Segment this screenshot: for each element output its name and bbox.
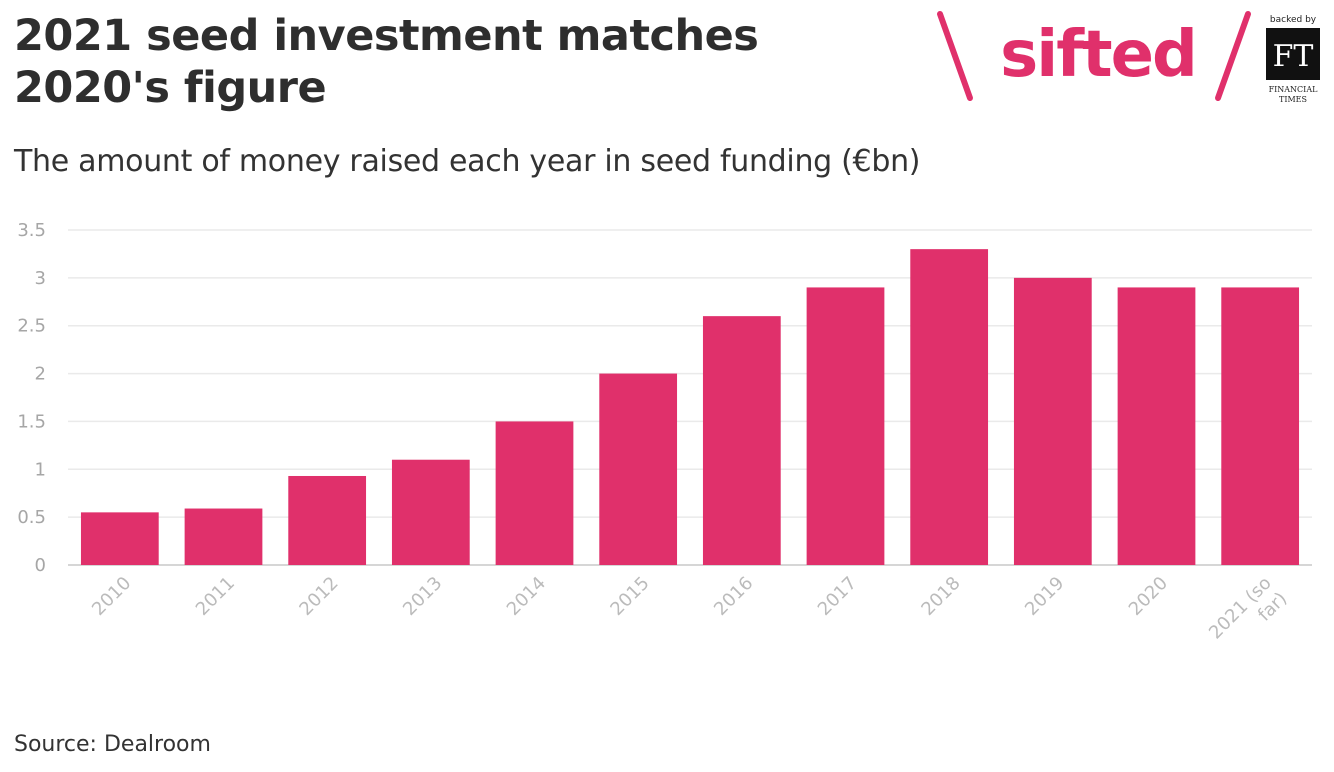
bar [1117, 287, 1196, 565]
ft-box [1266, 28, 1320, 80]
bar [288, 475, 367, 565]
bar [599, 373, 678, 565]
x-tick-label: 2017 [814, 573, 861, 620]
bar [80, 512, 159, 565]
x-tick-label: 2010 [88, 573, 135, 620]
x-tick-label: 2018 [917, 573, 964, 620]
x-tick-label: 2021 (sofar) [1205, 573, 1291, 659]
y-axis-ticks: 0 0.5 1 1.5 2 2.5 3 3.5 [17, 220, 46, 576]
bar [910, 249, 989, 565]
x-tick-label: 2014 [503, 573, 550, 620]
x-axis-ticks: 2010 2011 2012 2013 2014 2015 2016 2017 2018 2019… [88, 573, 1291, 659]
y-tick-label: 0 [35, 555, 46, 576]
bar [495, 421, 574, 565]
chart-subtitle: The amount of money raised each year in … [14, 144, 921, 179]
y-tick-label: 1.5 [17, 411, 46, 432]
ft-name-line1: FINANCIAL [1269, 85, 1319, 94]
bar [702, 316, 781, 565]
gridlines [68, 229, 1312, 566]
y-tick-label: 1 [35, 459, 46, 480]
x-tick-label: 2015 [606, 573, 653, 620]
x-tick-label: 2012 [295, 573, 342, 620]
logo-wordmark: sifted [1000, 18, 1196, 92]
sifted-logo: sifted [937, 11, 1251, 101]
bar [184, 508, 263, 565]
bar [391, 459, 470, 565]
x-tick-label: 2020 [1125, 573, 1172, 620]
bar [1013, 277, 1092, 565]
y-tick-label: 0.5 [17, 507, 46, 528]
ft-mark: FT [1273, 39, 1314, 74]
y-tick-label: 2.5 [17, 316, 46, 337]
ft-name-line2: TIMES [1279, 95, 1307, 104]
x-tick-label: 2016 [710, 573, 757, 620]
y-tick-label: 3.5 [17, 220, 46, 241]
chart-title: 2021 seed investment matches 2020's figu… [14, 11, 759, 113]
x-tick-label: 2013 [399, 573, 446, 620]
y-tick-label: 3 [35, 268, 46, 289]
bar [1221, 287, 1300, 565]
logo-right-slash [1215, 11, 1251, 101]
source-note: Source: Dealroom [14, 732, 211, 757]
logo-left-slash [937, 11, 973, 101]
x-tick-label: 2011 [192, 573, 239, 620]
backed-by-label: backed by [1270, 15, 1317, 25]
x-tick-label: 2019 [1021, 573, 1068, 620]
bars [80, 249, 1300, 565]
bar [806, 287, 885, 565]
y-tick-label: 2 [35, 364, 46, 385]
ft-logo: backed by FT FINANCIAL TIMES [1266, 15, 1320, 104]
